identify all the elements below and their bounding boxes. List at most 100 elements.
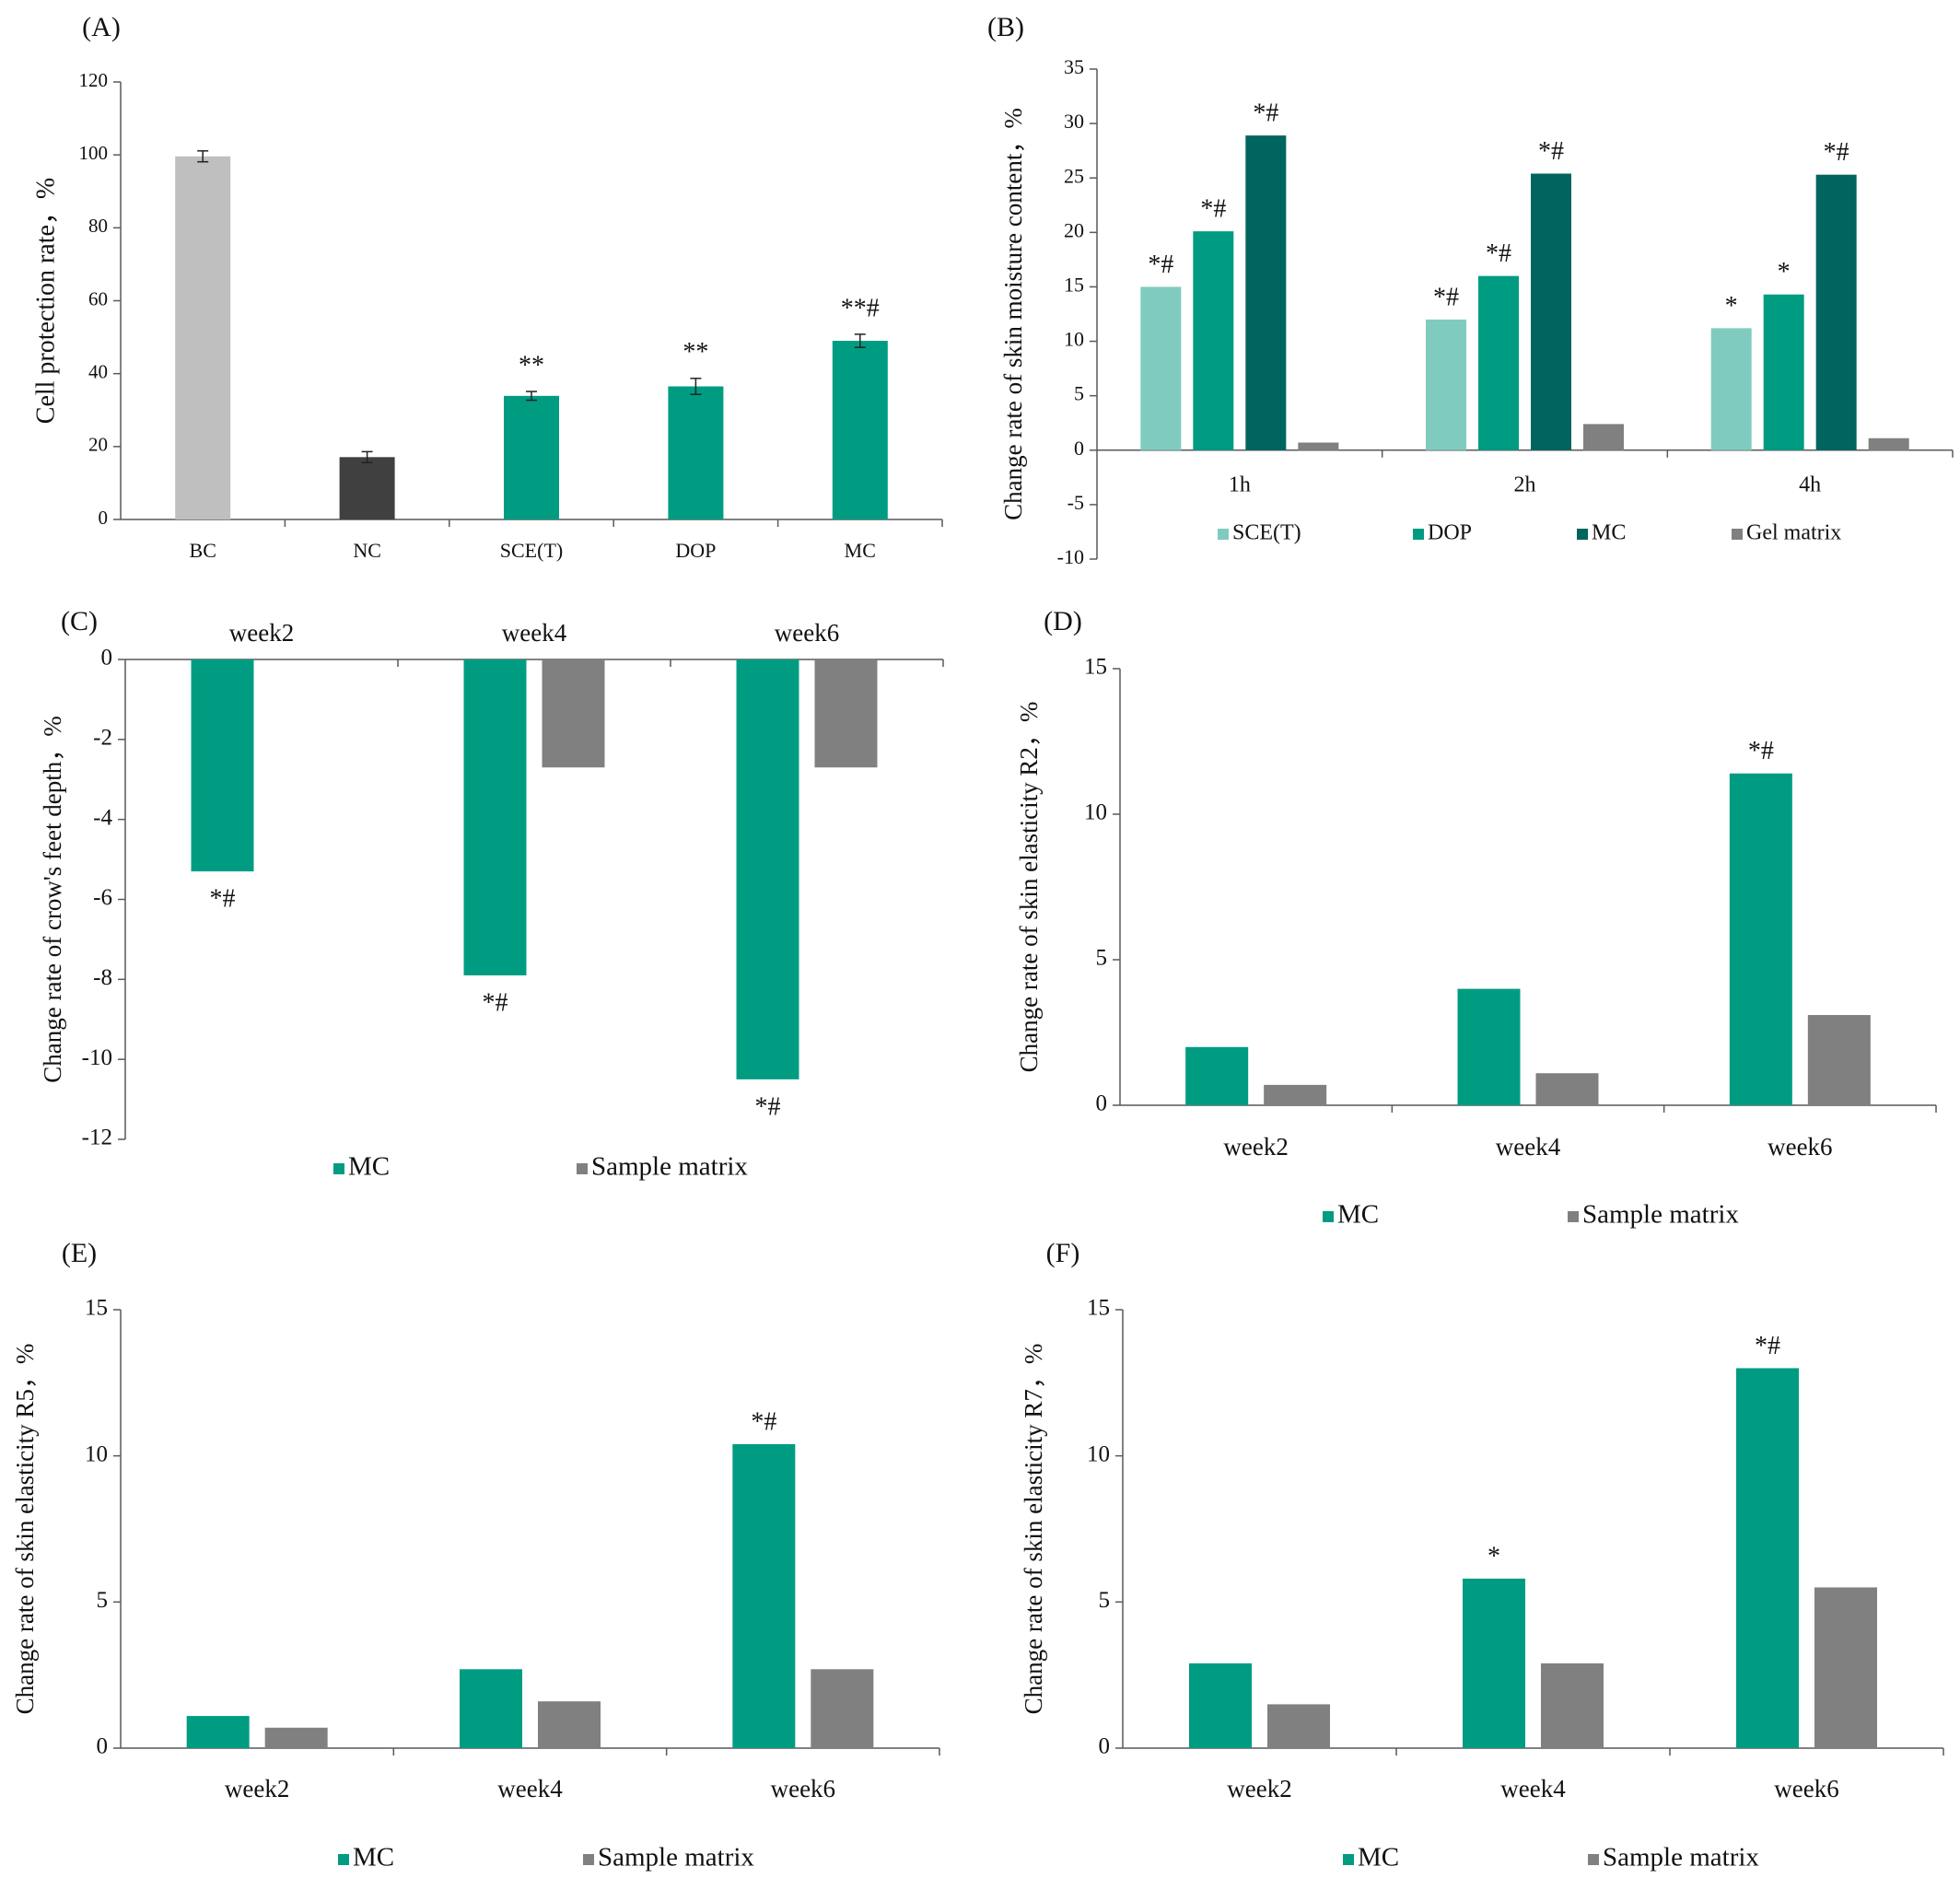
bar [1457, 988, 1521, 1105]
legend-swatch [1323, 1211, 1334, 1222]
legend-label: MC [1592, 521, 1626, 545]
legend-swatch [1218, 529, 1229, 540]
y-tick-label: 10 [1064, 328, 1084, 351]
legend-label: Sample matrix [598, 1843, 754, 1872]
y-tick-label: 80 [88, 215, 108, 237]
category-label: week6 [771, 1775, 835, 1802]
legend-label: MC [1337, 1200, 1379, 1230]
y-tick-label: 5 [97, 1588, 109, 1613]
y-tick-label: 5 [1099, 1588, 1111, 1613]
bar [175, 156, 231, 519]
bar [463, 659, 527, 975]
bar [1298, 442, 1339, 450]
bar [1264, 1084, 1327, 1105]
y-tick-label: 15 [1087, 1296, 1110, 1321]
category-label: 4h [1799, 473, 1821, 497]
y-tick-label: 10 [1084, 800, 1107, 825]
legend-swatch [1577, 529, 1588, 540]
category-label: DOP [675, 539, 716, 562]
legend-swatch [577, 1163, 588, 1174]
significance-annotation: **# [841, 294, 880, 322]
category-label: SCE(T) [500, 539, 563, 562]
chart-panel-f: (F) 0 5 10 15 Change rate of skin elasticity … [1020, 1238, 1944, 1872]
significance-annotation: *# [210, 885, 236, 914]
significance-annotation: ** [519, 351, 544, 379]
bar [1583, 424, 1624, 450]
category-label: MC [845, 539, 876, 562]
bar [1267, 1704, 1330, 1748]
y-tick-label: 25 [1064, 164, 1084, 187]
bar [191, 659, 254, 872]
bar [1185, 1046, 1249, 1105]
panel-label: (C) [61, 606, 98, 636]
significance-annotation: *# [751, 1407, 776, 1436]
panel-label: (B) [987, 12, 1024, 42]
category-label: week2 [1227, 1775, 1291, 1802]
legend-swatch [1568, 1211, 1579, 1222]
panel-label: (D) [1044, 606, 1082, 636]
significance-annotation: * [1725, 292, 1738, 321]
category-label: week4 [1500, 1775, 1566, 1802]
bar [1245, 135, 1287, 450]
bar [1815, 174, 1857, 450]
bar [1140, 286, 1182, 450]
legend-label: Sample matrix [591, 1152, 748, 1182]
y-axis-label: Change rate of skin elasticity R5，% [11, 1344, 39, 1715]
chart-panel-e: (E) 0 5 10 15 Change rate of skin elasticity … [11, 1238, 940, 1872]
bar [1736, 1368, 1799, 1748]
bar [1531, 173, 1571, 450]
legend-swatch [1732, 529, 1743, 540]
category-label: NC [353, 539, 381, 562]
y-tick-label: -5 [1068, 491, 1084, 514]
y-tick-label: 35 [1064, 55, 1084, 78]
legend-label: Gel matrix [1746, 521, 1841, 545]
bar [1710, 328, 1752, 450]
y-tick-label: 120 [79, 69, 109, 91]
y-axis-label: Change rate of skin moisture content，% [999, 108, 1027, 520]
legend-swatch [1588, 1854, 1599, 1865]
legend-label: MC [1358, 1843, 1399, 1872]
significance-annotation: *# [1748, 737, 1774, 765]
significance-annotation: * [1778, 258, 1791, 286]
y-axis-label: Change rate of crow's feet depth，% [39, 716, 66, 1082]
bar [538, 1701, 601, 1748]
category-label: week6 [775, 619, 839, 647]
panel-label: (A) [82, 12, 121, 42]
y-tick-label: 10 [85, 1441, 108, 1466]
bar [1426, 319, 1466, 450]
y-tick-label: -10 [1057, 545, 1084, 568]
y-tick-label: 0 [1096, 1091, 1108, 1116]
significance-annotation: *# [1755, 1332, 1780, 1360]
bar [1541, 1662, 1604, 1748]
bar [732, 1443, 796, 1748]
bar [811, 1669, 874, 1748]
significance-annotation: *# [1433, 283, 1459, 311]
panel-label: (E) [62, 1238, 97, 1268]
y-tick-label: 0 [1099, 1734, 1111, 1759]
panel-label: (F) [1046, 1238, 1080, 1268]
significance-annotation: *# [1253, 99, 1278, 128]
legend-swatch [333, 1163, 344, 1174]
bar [1814, 1587, 1877, 1748]
significance-annotation: * [1488, 1542, 1500, 1570]
bar [460, 1669, 522, 1748]
y-tick-label: 5 [1096, 946, 1108, 971]
y-tick-label: -12 [82, 1126, 112, 1150]
bar [264, 1727, 328, 1748]
bar [186, 1716, 250, 1748]
category-label: week4 [1496, 1133, 1561, 1161]
chart-panel-c: (C) -12 -10 -8 -6 -4 -2 0 Change rate of crow's … [39, 606, 944, 1182]
significance-annotation: *# [1200, 195, 1226, 224]
y-tick-label: 15 [85, 1296, 108, 1321]
bar [736, 659, 799, 1079]
y-axis-label: Cell protection rate，% [31, 178, 60, 424]
bar [1763, 294, 1804, 450]
y-tick-label: -10 [82, 1045, 112, 1070]
y-tick-label: -2 [93, 726, 112, 751]
significance-annotation: ** [682, 338, 708, 367]
category-label: week4 [502, 619, 567, 647]
legend-label: SCE(T) [1232, 521, 1301, 545]
category-label: week6 [1774, 1775, 1838, 1802]
y-tick-label: 60 [88, 287, 108, 309]
